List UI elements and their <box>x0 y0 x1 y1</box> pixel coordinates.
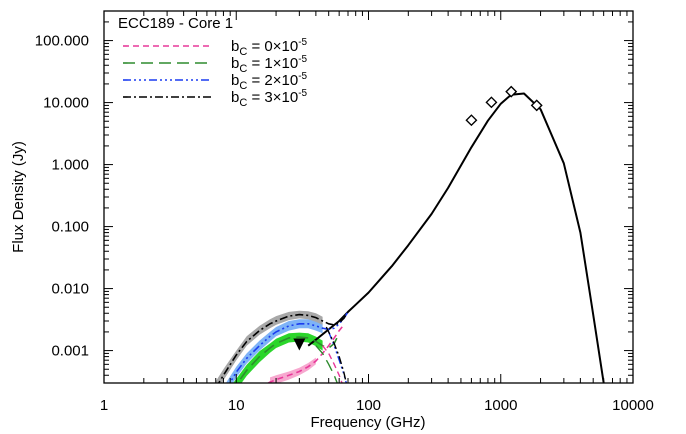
photometry-point-diamond <box>505 85 518 98</box>
model-line-0 <box>266 324 345 383</box>
x-tick-label: 10 <box>228 397 245 414</box>
component-drop-line-3 <box>325 326 347 383</box>
photometry-point-diamond <box>530 99 543 112</box>
x-tick-label: 1000 <box>484 397 517 414</box>
uncertainty-band-2 <box>225 319 323 383</box>
photometry-point-diamond <box>465 114 478 127</box>
x-tick-label: 100 <box>356 397 381 414</box>
legend-label-2: bC = 2×10-5 <box>231 71 308 92</box>
y-tick-label: 100.000 <box>35 33 89 50</box>
axes: 1 10 100 1000 10000 0.001 0.010 0.100 1.000 10.00… <box>35 10 654 414</box>
y-tick-label: 1.000 <box>51 157 89 174</box>
y-tick-label: 0.010 <box>51 281 89 298</box>
x-tick-label: 1 <box>100 397 108 414</box>
y-axis-title: Flux Density (Jy) <box>10 141 27 253</box>
legend-label-3: bC = 3×10-5 <box>231 88 308 109</box>
legend-label-0: bC = 0×10-5 <box>231 37 308 58</box>
x-tick-label: 10000 <box>612 397 654 414</box>
upper-limit-triangle <box>293 338 306 351</box>
legend-label-1: bC = 1×10-5 <box>231 54 308 75</box>
y-tick-label: 0.001 <box>51 343 89 360</box>
uncertainty-band-0 <box>270 357 316 383</box>
photometry-markers <box>293 85 543 351</box>
x-axis-title: Frequency (GHz) <box>310 414 425 431</box>
component-drop-line-0 <box>322 345 343 383</box>
model-line-3 <box>217 311 349 383</box>
y-tick-label: 0.100 <box>51 219 89 236</box>
component-drop-line-1 <box>315 345 338 383</box>
legend: ECC189 - Core 1 bC = 0×10-5bC = 1×10-5bC… <box>118 15 308 109</box>
legend-title: ECC189 - Core 1 <box>118 15 233 32</box>
dust-component-line <box>307 92 605 383</box>
model-line-2 <box>228 311 349 383</box>
model-lines <box>217 92 605 383</box>
photometry-point-diamond <box>485 96 498 109</box>
y-tick-label: 10.000 <box>43 95 89 112</box>
plot-frame <box>103 10 634 384</box>
